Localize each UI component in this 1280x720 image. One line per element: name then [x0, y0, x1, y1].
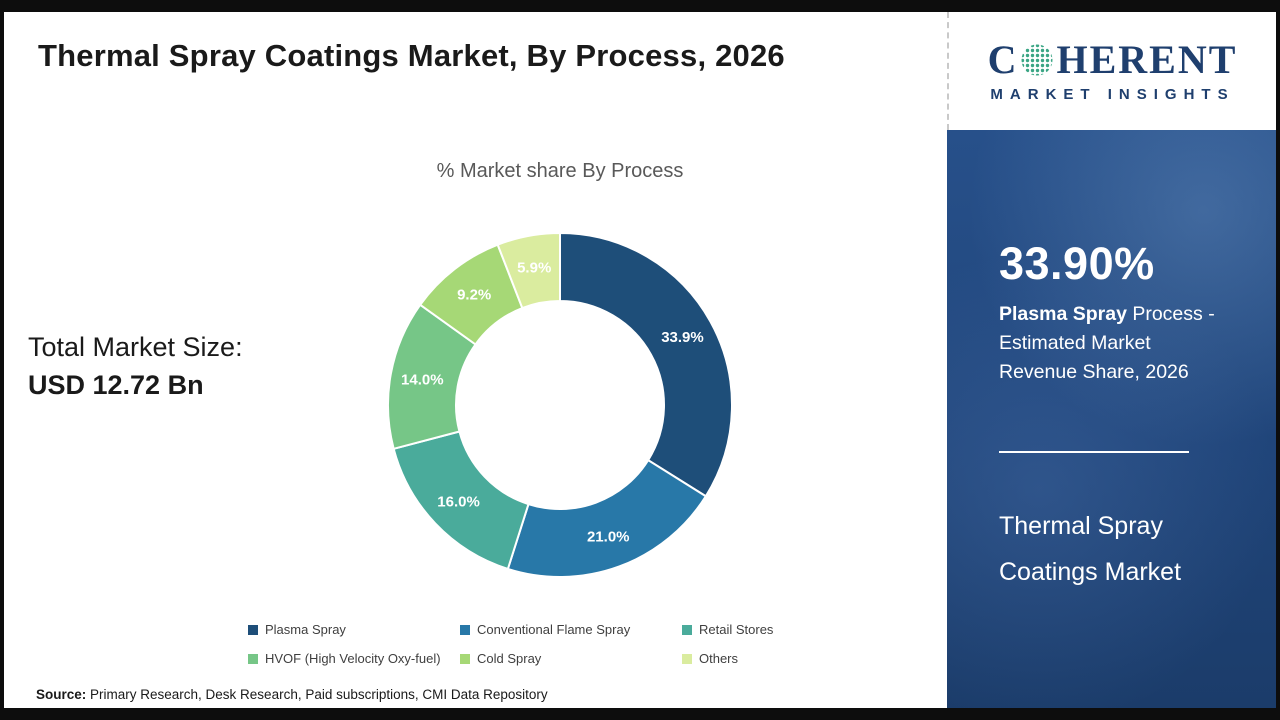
stat-description-bold: Plasma Spray — [999, 303, 1127, 325]
logo-divider-dashed — [947, 12, 949, 130]
footer-source: Source: Primary Research, Desk Research,… — [36, 687, 548, 702]
sidebar-product-name: Thermal Spray Coatings Market — [999, 512, 1182, 586]
legend-label: Retail Stores — [699, 622, 774, 637]
legend-swatch — [248, 624, 258, 635]
total-market-size: Total Market Size: USD 12.72 Bn — [28, 328, 243, 404]
logo-brand-start: C — [987, 36, 1019, 82]
sidebar-content: 33.90% Plasma Spray Process - Estimated … — [947, 130, 1276, 595]
logo-globe-icon — [1021, 44, 1053, 75]
chart-title: % Market share By Process — [436, 160, 684, 182]
logo-brand: C HERENT — [987, 36, 1238, 82]
slice-label: 14.0% — [401, 372, 444, 389]
donut-chart: 33.9% 21.0% 16.0% 14.0% 9.2% 5.9% — [380, 225, 740, 585]
legend-item: Others — [682, 651, 842, 666]
legend-item: Retail Stores — [682, 622, 842, 637]
legend-label: HVOF (High Velocity Oxy-fuel) — [265, 651, 441, 666]
logo-subtitle: MARKET INSIGHTS — [990, 85, 1235, 103]
legend-item: Plasma Spray — [248, 622, 460, 637]
legend-label: Others — [699, 651, 739, 666]
chart-slice-0 — [559, 231, 733, 498]
slice-label: 21.0% — [587, 528, 630, 545]
slice-label: 33.9% — [661, 329, 704, 346]
footer-source-label: Source: — [36, 687, 87, 702]
legend-item: Conventional Flame Spray — [460, 622, 682, 637]
legend-item: Cold Spray — [460, 651, 682, 666]
stat-description-rest: Process - Estimated Market Revenue Share… — [999, 303, 1215, 383]
page-title: Thermal Spray Coatings Market, By Proces… — [38, 38, 785, 73]
legend-swatch — [248, 653, 258, 664]
legend-label: Cold Spray — [477, 651, 542, 666]
infographic-canvas: Thermal Spray Coatings Market, By Proces… — [4, 12, 1276, 708]
chart-slice-1 — [506, 458, 708, 578]
stat-value: 33.90% — [999, 238, 1155, 289]
legend-swatch — [460, 624, 470, 635]
total-market-size-label: Total Market Size: — [28, 332, 243, 362]
chart-legend: Plasma Spray Conventional Flame Spray Reta… — [248, 622, 842, 666]
sidebar-divider — [999, 451, 1189, 453]
legend-label: Conventional Flame Spray — [477, 622, 631, 637]
sidebar-panel: 33.90% Plasma Spray Process - Estimated … — [947, 130, 1276, 708]
slice-label: 9.2% — [457, 286, 491, 303]
legend-label: Plasma Spray — [265, 622, 346, 637]
slice-label: 16.0% — [437, 493, 480, 510]
legend-swatch — [460, 653, 470, 664]
legend-item: HVOF (High Velocity Oxy-fuel) — [248, 651, 460, 666]
chart-slice-5 — [496, 231, 561, 310]
footer-source-text: Primary Research, Desk Research, Paid su… — [86, 687, 548, 702]
total-market-size-value: USD 12.72 Bn — [28, 370, 204, 400]
logo-brand-end: HERENT — [1056, 36, 1238, 82]
company-logo: C HERENT MARKET INSIGHTS — [949, 12, 1276, 130]
slice-label: 5.9% — [517, 259, 551, 276]
legend-swatch — [682, 653, 692, 664]
stat-description: Plasma Spray Process - Estimated Market … — [999, 300, 1224, 387]
legend-swatch — [682, 624, 692, 635]
